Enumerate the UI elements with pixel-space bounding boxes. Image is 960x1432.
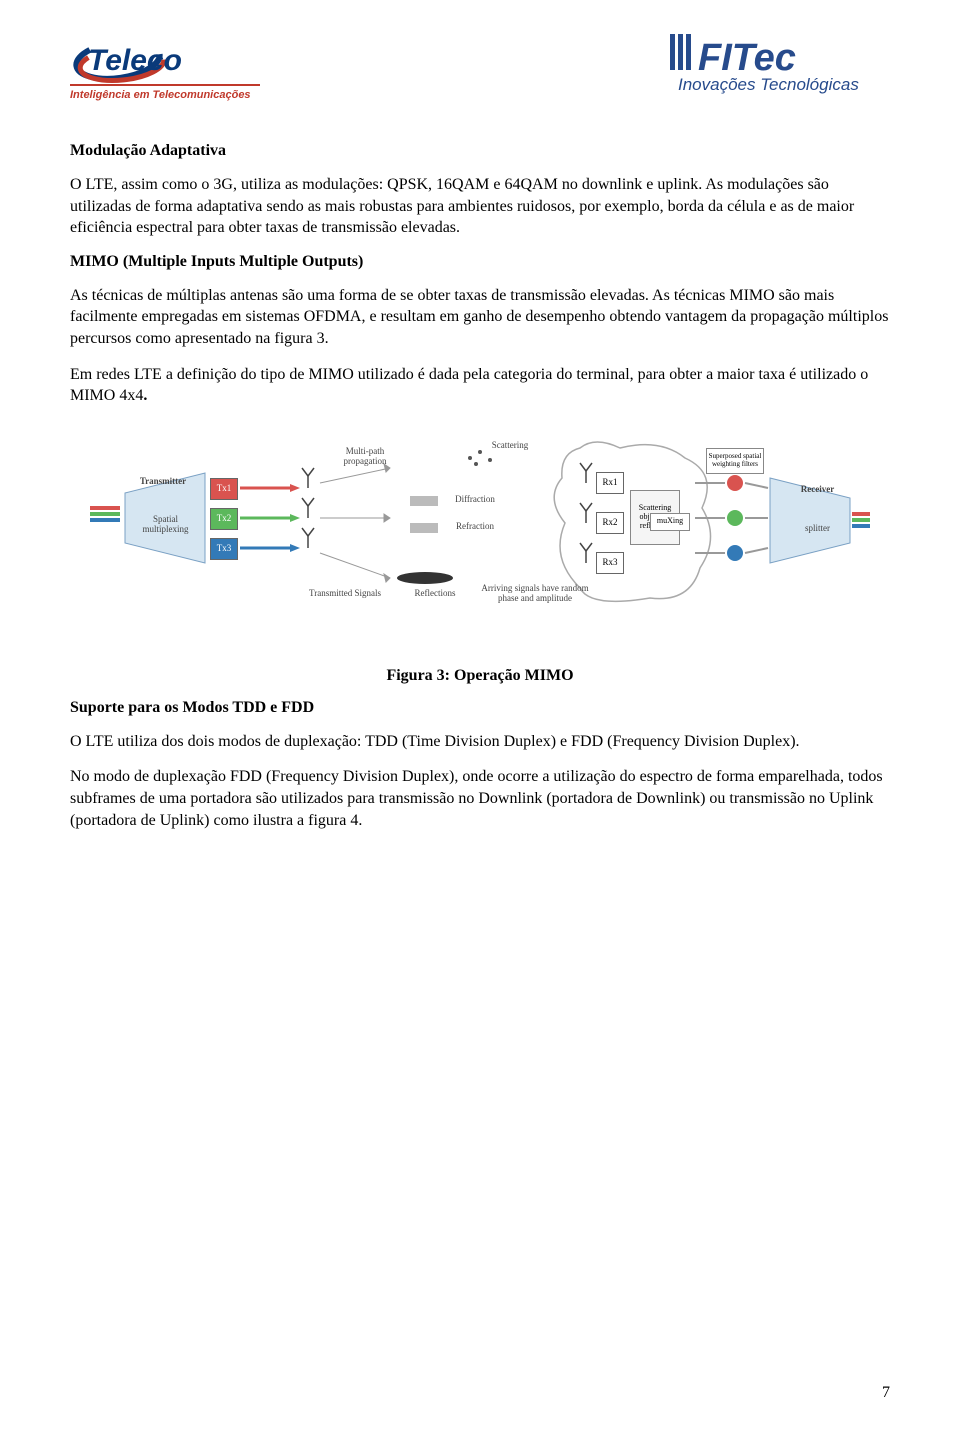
figure-3-caption: Figura 3: Operação MIMO — [70, 667, 890, 685]
obstacle-refraction — [410, 523, 438, 533]
section-title-tdd-fdd: Suporte para os Modos TDD e FDD — [70, 699, 890, 717]
rx3-box: Rx3 — [596, 552, 624, 574]
label-transmitted: Transmitted Signals — [290, 588, 400, 598]
weight-filters-block: Superposed spatial weighting filters — [706, 448, 764, 474]
fitec-tagline: Inovações Tecnológicas — [678, 75, 859, 94]
paragraph-modulacao-1: O LTE, assim como o 3G, utiliza as modul… — [70, 174, 890, 239]
label-transmitter: Transmitter — [128, 476, 198, 486]
paragraph-tdd-2: No modo de duplexação FDD (Frequency Div… — [70, 766, 890, 831]
paragraph-mimo-2a: Em redes LTE a definição do tipo de MIMO… — [70, 366, 868, 405]
filter-blue — [727, 545, 743, 561]
output-signal-strip — [852, 512, 870, 528]
page-header: Teleco Inteligência em Telecomunicações … — [70, 30, 890, 102]
paragraph-tdd-1: O LTE utiliza dos dois modos de duplexaç… — [70, 731, 890, 753]
label-refraction: Refraction — [445, 521, 505, 531]
page-number: 7 — [882, 1384, 890, 1402]
tx2-box: Tx2 — [210, 508, 238, 530]
label-multipath: Multi-path propagation — [330, 446, 400, 466]
section-title-modulacao: Modulação Adaptativa — [70, 142, 890, 160]
multipath-arrows — [320, 464, 390, 582]
teleco-logo: Teleco Inteligência em Telecomunicações — [70, 30, 260, 102]
tx1-box: Tx1 — [210, 478, 238, 500]
tx3-box: Tx3 — [210, 538, 238, 560]
label-spatial-mux: Spatial multiplexing — [138, 514, 193, 534]
rx1-box: Rx1 — [596, 472, 624, 494]
section-title-mimo: MIMO (Multiple Inputs Multiple Outputs) — [70, 253, 890, 271]
obstacle-diffraction — [410, 496, 438, 506]
label-reflections: Reflections — [400, 588, 470, 598]
filter-green — [727, 510, 743, 526]
label-diffraction: Diffraction — [445, 494, 505, 504]
label-receiver: Receiver — [790, 484, 845, 494]
paragraph-mimo-2: Em redes LTE a definição do tipo de MIMO… — [70, 364, 890, 407]
teleco-tagline: Inteligência em Telecomunicações — [70, 89, 251, 101]
label-scattering: Scattering — [480, 440, 540, 450]
rx2-box: Rx2 — [596, 512, 624, 534]
filter-red — [727, 475, 743, 491]
label-splitter: splitter — [795, 523, 840, 533]
fitec-logo: FITec Inovações Tecnológicas — [670, 30, 890, 102]
tx-antennas — [302, 468, 314, 548]
teleco-logo-text: Teleco — [88, 44, 182, 77]
label-arriving: Arriving signals have random phase and a… — [475, 583, 595, 603]
fitec-logo-text: FITec — [698, 37, 796, 79]
paragraph-mimo-1: As técnicas de múltiplas antenas são uma… — [70, 285, 890, 350]
figure-3-mimo-diagram: Transmitter Spatial multiplexing Tx1 Tx2… — [90, 427, 870, 627]
paragraph-mimo-2b: . — [143, 387, 147, 404]
muxing-block: muXing — [650, 513, 690, 531]
scattering-cloud — [468, 450, 492, 466]
input-signal-strip — [90, 506, 120, 522]
obstacle-reflection — [397, 572, 453, 584]
